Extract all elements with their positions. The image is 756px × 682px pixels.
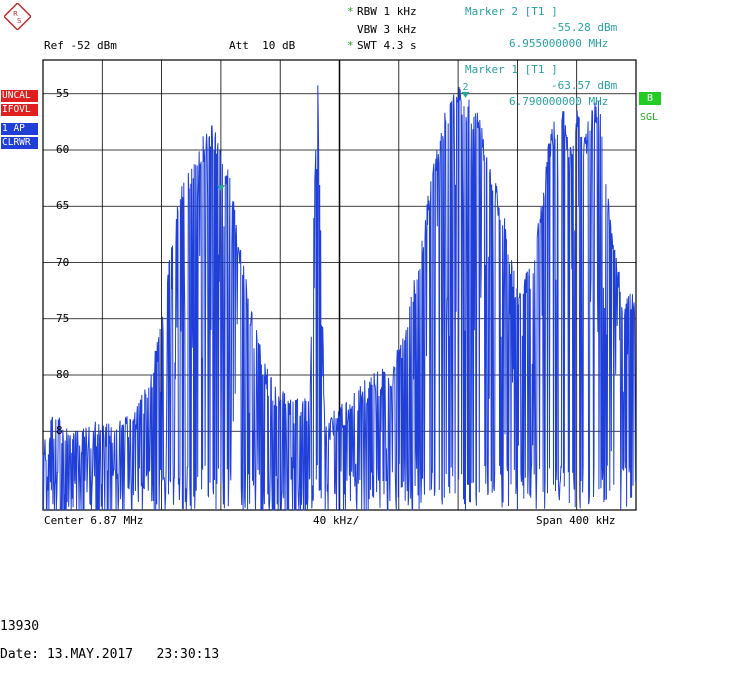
measurement-id: 13930 — [0, 619, 40, 634]
y-tick-label: 55 — [56, 86, 70, 100]
marker1-level: -63.57 dBm — [551, 79, 618, 92]
svg-text:S: S — [17, 17, 22, 25]
ref-level: Ref -52 dBm — [44, 39, 117, 52]
rbw-readout: RBW 1 kHz — [357, 5, 417, 18]
uncal-indicator: UNCAL — [1, 90, 38, 102]
swt-readout: SWT 4.3 s — [357, 39, 417, 52]
marker2-level: -55.28 dBm — [551, 21, 618, 34]
y-tick-label: 75 — [56, 311, 70, 325]
rohde-schwarz-logo-icon: R S — [4, 3, 31, 30]
sgl-indicator: SGL — [640, 112, 659, 123]
svg-text:R: R — [13, 10, 18, 18]
trace-mode-label: CLRWR — [1, 137, 38, 149]
y-tick-label: 70 — [56, 255, 70, 269]
attenuation: Att 10 dB — [229, 39, 296, 52]
y-tick-label: 8 — [56, 424, 63, 438]
marker-group: 2 — [216, 82, 470, 192]
y-tick-label: 80 — [56, 368, 70, 381]
y-tick-label: 60 — [56, 143, 70, 156]
center-frequency: Center 6.87 MHz — [44, 514, 144, 527]
trace-line — [42, 85, 637, 512]
measurement-date: Date: 13.MAY.2017 23:30:13 — [0, 647, 220, 662]
marker-2-id-label: 2 — [463, 82, 469, 93]
marker2-freq: 6.955000000 MHz — [509, 37, 609, 50]
y-tick-label: 65 — [56, 199, 70, 213]
marker-1-triangle — [216, 185, 225, 192]
b-badge: B — [639, 92, 661, 105]
marker2-label: Marker 2 [T1 ] — [465, 5, 558, 18]
marker-2-triangle — [461, 91, 470, 98]
vbw-readout: VBW 3 kHz — [357, 23, 417, 36]
spectrum-trace — [42, 85, 637, 512]
marker1-label: Marker 1 [T1 ] — [465, 63, 558, 76]
rbw-star: * — [347, 5, 354, 18]
trace-detector-label: 1 AP — [1, 123, 38, 135]
marker1-freq: 6.790000000 MHz — [509, 95, 609, 108]
ifovl-indicator: IFOVL — [1, 104, 38, 116]
frequency-per-division: 40 kHz/ — [313, 514, 360, 527]
frequency-span: Span 400 kHz — [536, 514, 616, 527]
swt-star: * — [347, 39, 354, 52]
